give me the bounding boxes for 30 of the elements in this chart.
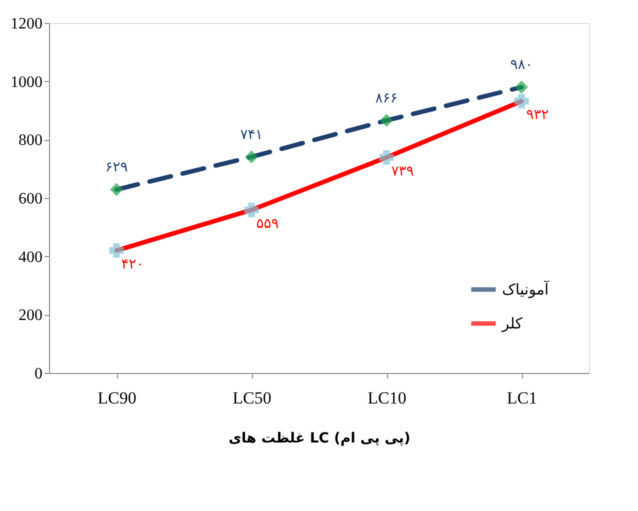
data-label: ۴۲۰ — [121, 256, 144, 272]
point — [110, 183, 124, 196]
y-tick-label: 1000 — [10, 74, 42, 91]
data-label: ۹۳۲ — [526, 107, 549, 124]
x-tick-label: LC1 — [506, 388, 538, 408]
y-tick-label: 200 — [18, 307, 42, 324]
y-tick-label: 600 — [18, 190, 42, 208]
data-label: ۹۸۰ — [510, 57, 533, 74]
data-label: ۵۵۹ — [256, 216, 279, 232]
point — [109, 243, 124, 258]
point — [514, 80, 528, 94]
x-tick-label: LC90 — [98, 388, 136, 408]
y-tick-label: 0 — [34, 366, 42, 382]
point — [244, 202, 259, 218]
data-label: ۷۴۱ — [240, 126, 263, 143]
point — [379, 150, 394, 165]
data-label: ۸۶۶ — [375, 90, 398, 106]
point — [514, 94, 529, 108]
x-axis-title: غلظت های LC (پی پی ام) — [228, 430, 410, 446]
legend-label: آمونیاک — [502, 280, 550, 298]
data-label: ۷۳۹ — [391, 163, 414, 180]
y-tick-label: 800 — [18, 132, 42, 150]
legend-label: کلر — [501, 314, 524, 332]
x-tick-label: LC10 — [368, 388, 406, 408]
x-tick-label: LC50 — [232, 388, 272, 408]
point — [244, 150, 258, 164]
y-tick-label: 400 — [18, 248, 42, 266]
data-label: ۶۲۹ — [105, 160, 128, 176]
y-tick-label: 1200 — [10, 16, 42, 32]
point — [380, 114, 394, 127]
